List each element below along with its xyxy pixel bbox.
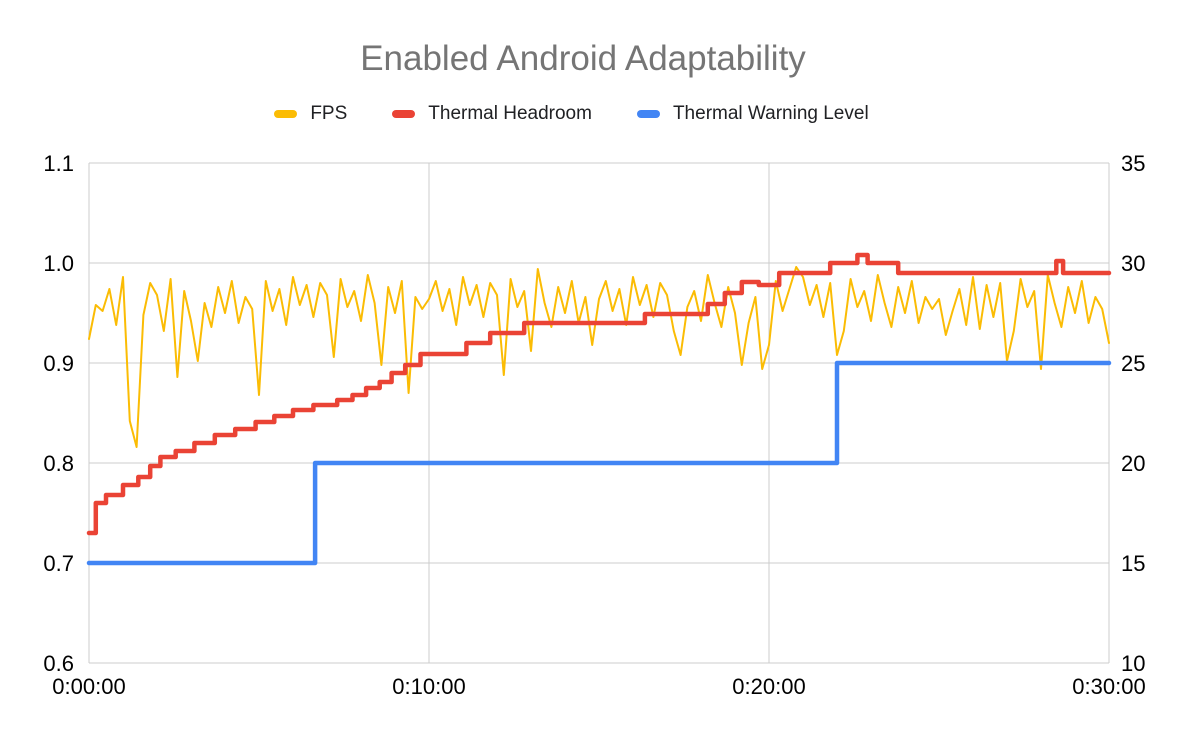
legend-swatch-fps-icon xyxy=(274,110,298,118)
series-line-fps xyxy=(88,266,1110,448)
legend-item-thermal-warning-level: Thermal Warning Level xyxy=(636,103,869,125)
series-line-thermal-warning-level xyxy=(86,360,1112,566)
chart-title: Enabled Android Adaptability xyxy=(360,39,806,78)
right-axis-tick: 15 xyxy=(1121,551,1145,576)
x-axis-tick: 0:30:00 xyxy=(1072,674,1145,699)
legend-item-thermal-headroom: Thermal Headroom xyxy=(392,103,592,125)
legend-label-thermal-warning-level: Thermal Warning Level xyxy=(672,103,869,124)
legend-swatch-thermal-headroom-icon xyxy=(392,110,416,118)
left-axis-tick: 0.6 xyxy=(43,651,74,676)
x-axis-tick: 0:00:00 xyxy=(52,674,125,699)
x-axis-tick: 0:20:00 xyxy=(732,674,805,699)
legend-label-fps: FPS xyxy=(310,103,348,124)
right-axis-tick: 25 xyxy=(1121,351,1145,376)
legend-label-thermal-headroom: Thermal Headroom xyxy=(428,103,592,124)
right-axis-tick: 30 xyxy=(1121,251,1145,276)
right-axis-tick: 20 xyxy=(1121,451,1145,476)
legend-swatch-thermal-warning-level-icon xyxy=(636,110,660,118)
legend-item-fps: FPS xyxy=(274,103,347,125)
series-line-thermal-headroom xyxy=(86,252,1112,536)
chart-legend: FPS Thermal Headroom Thermal Warning Level xyxy=(0,103,1143,125)
left-axis-tick: 1.0 xyxy=(43,251,74,276)
right-axis-tick: 35 xyxy=(1121,151,1145,176)
left-axis-tick: 0.8 xyxy=(43,451,74,476)
left-axis-tick: 0.7 xyxy=(43,551,74,576)
x-axis-tick: 0:10:00 xyxy=(392,674,465,699)
left-axis-tick: 1.1 xyxy=(43,151,74,176)
left-axis-tick: 0.9 xyxy=(43,351,74,376)
right-axis-tick: 10 xyxy=(1121,651,1145,676)
